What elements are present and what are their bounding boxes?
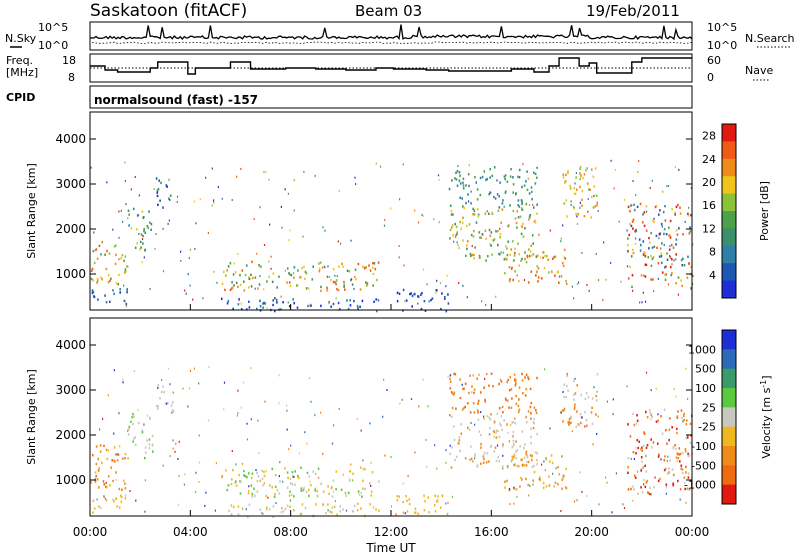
time-tick-label: 08:00: [273, 525, 308, 539]
time-tick-label: 00:00: [73, 525, 108, 539]
velocity-y-axis: 1000 2000 3000 4000: [55, 338, 692, 487]
range-tick-label: 4000: [55, 132, 86, 146]
cpid-mode-text: normalsound (fast) -157: [94, 93, 258, 107]
colorbar-tick-label: 500: [695, 363, 716, 376]
time-tick-label: 16:00: [474, 525, 509, 539]
colorbar-tick-label: -1000: [684, 479, 716, 492]
colorbar-tick-label: 28: [702, 130, 716, 143]
colorbar-segment: [722, 368, 736, 389]
time-tick-label: 00:00: [675, 525, 710, 539]
colorbar-tick-label: 1000: [688, 343, 716, 356]
nsky-label: N.Sky: [5, 32, 37, 45]
colorbar-segment: [722, 211, 736, 229]
power-panel-frame: [89, 111, 693, 311]
colorbar-segment: [722, 484, 736, 505]
colorbar-tick-label: 25: [702, 401, 716, 414]
colorbar-segment: [722, 141, 736, 160]
range-tick-label: 4000: [55, 338, 86, 352]
freq-unit-label: [MHz]: [6, 66, 38, 79]
velocity-title-text: Velocity [m s: [760, 387, 773, 458]
colorbar-tick-label: 4: [709, 269, 716, 282]
colorbar-tick-label: 8: [709, 246, 716, 259]
frequency-line: [90, 57, 692, 75]
velocity-title-close: ]: [760, 375, 773, 379]
time-tick-label: 04:00: [173, 525, 208, 539]
velocity-panel-frame: [89, 317, 693, 517]
colorbar-tick-label: 16: [702, 199, 716, 212]
power-colorbar-title: Power [dB]: [758, 181, 771, 241]
power-ylabel: Slant Range [km]: [25, 163, 38, 259]
velocity-colorbar-title: Velocity [m s-1]: [759, 375, 773, 458]
time-axis: 00:00 04:00 08:00 12:00 16:00 20:00 00:00: [73, 304, 710, 539]
noise-panel-frame: [89, 21, 693, 51]
nave-label: Nave: [745, 64, 773, 77]
colorbar-segment: [722, 426, 736, 447]
colorbar-segment: [722, 388, 736, 408]
time-tick-label: 12:00: [374, 525, 409, 539]
velocity-data: [90, 365, 693, 519]
noise-right-tick-bottom: 10^0: [707, 39, 737, 52]
colorbar-tick-label: -25: [698, 421, 716, 434]
velocity-title-sup: -1: [759, 380, 768, 388]
colorbar-segment: [722, 245, 736, 264]
range-tick-label: 3000: [55, 177, 86, 191]
power-colorbar: 4 8 12 16 20 24 28: [702, 123, 737, 299]
colorbar-tick-label: 12: [702, 222, 716, 235]
cpid-label: CPID: [6, 91, 35, 104]
freq-left-tick-bottom: 8: [68, 71, 75, 84]
range-tick-label: 2000: [55, 428, 86, 442]
freq-right-tick-bottom: 0: [707, 71, 714, 84]
noise-sky-line: [89, 24, 693, 44]
colorbar-segment: [722, 176, 736, 195]
noise-left-tick-bottom: 10^0: [38, 39, 68, 52]
colorbar-tick-label: 24: [702, 153, 716, 166]
freq-right-tick-top: 60: [707, 54, 721, 67]
velocity-ylabel: Slant Range [km]: [25, 369, 38, 465]
colorbar-tick-label: 20: [702, 176, 716, 189]
colorbar-tick-label: -100: [691, 440, 716, 453]
noise-left-tick-top: 10^5: [38, 21, 68, 34]
velocity-colorbar: 1000 500 100 25 -25 -100 -500 -1000: [684, 329, 737, 505]
colorbar-segment: [722, 263, 736, 282]
colorbar-segment: [722, 465, 736, 486]
colorbar-frame: [721, 329, 737, 505]
colorbar-frame: [721, 123, 737, 299]
colorbar-segment: [722, 228, 736, 247]
colorbar-tick-label: 100: [695, 382, 716, 395]
colorbar-segment: [722, 124, 736, 142]
beam-title: Beam 03: [355, 2, 422, 20]
colorbar-segment: [722, 330, 736, 350]
colorbar-segment: [722, 446, 736, 466]
nsearch-label: N.Search: [745, 32, 795, 45]
range-tick-label: 3000: [55, 383, 86, 397]
colorbar-segment: [722, 349, 736, 370]
station-title: Saskatoon (fitACF): [90, 1, 247, 21]
range-tick-label: 2000: [55, 222, 86, 236]
cpid-panel-frame: [89, 85, 693, 109]
freq-label: Freq.: [6, 54, 33, 67]
power-y-axis: 1000 2000 3000 4000: [55, 132, 692, 281]
time-tick-label: 20:00: [574, 525, 609, 539]
freq-left-tick-top: 18: [62, 54, 76, 67]
colorbar-segment: [722, 280, 736, 299]
range-tick-label: 1000: [55, 473, 86, 487]
colorbar-tick-label: -500: [691, 459, 716, 472]
noise-right-tick-top: 10^5: [707, 21, 737, 34]
colorbar-segment: [722, 193, 736, 212]
power-data: [90, 159, 694, 313]
time-axis-label: Time UT: [365, 541, 416, 554]
range-tick-label: 1000: [55, 267, 86, 281]
colorbar-segment: [722, 158, 736, 177]
date-title: 19/Feb/2011: [586, 2, 680, 20]
colorbar-segment: [722, 407, 736, 428]
